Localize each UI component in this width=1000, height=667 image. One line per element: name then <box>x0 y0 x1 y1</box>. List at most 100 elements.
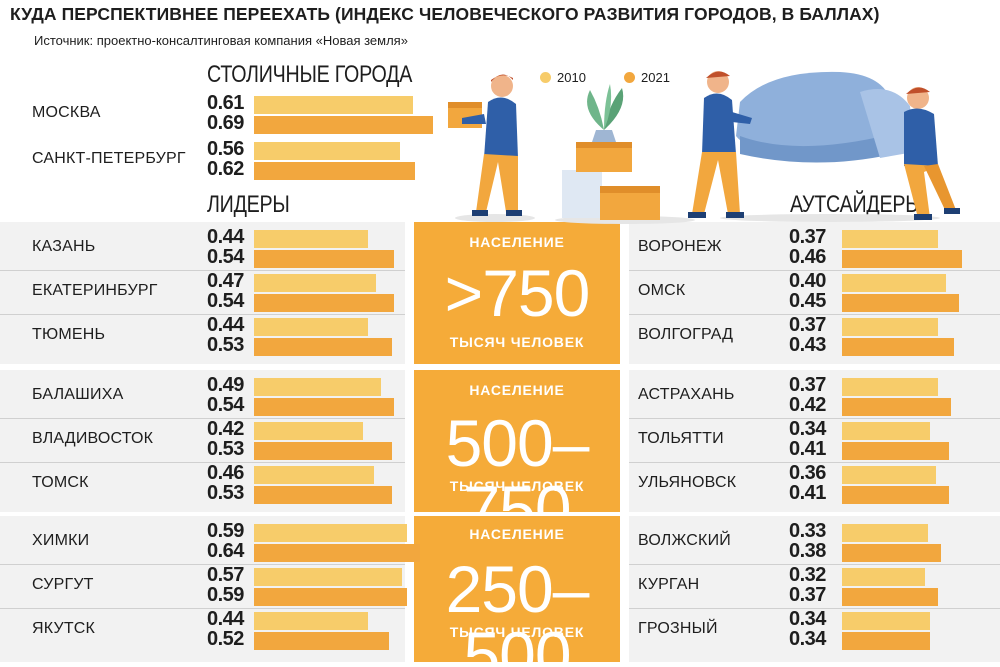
bar-2010 <box>842 568 925 586</box>
bar-2010 <box>842 612 930 630</box>
city-label-leader: ЯКУТСК <box>32 620 96 637</box>
chart-source: Источник: проектно-консалтинговая компан… <box>34 33 408 48</box>
value-label-2010: 0.47 <box>207 270 244 292</box>
city-label-capital: САНКТ-ПЕТЕРБУРГ <box>32 150 186 167</box>
value-label-2010: 0.46 <box>207 462 244 484</box>
bar-2010 <box>842 230 938 248</box>
row-divider <box>629 418 1000 419</box>
bar-2021 <box>254 398 394 416</box>
city-label-leader: ТОМСК <box>32 474 89 491</box>
city-label-outsider: АСТРАХАНЬ <box>638 386 735 403</box>
value-label-2021: 0.42 <box>789 394 826 416</box>
value-label-2010: 0.40 <box>789 270 826 292</box>
city-label-outsider: КУРГАН <box>638 576 700 593</box>
bar-2010 <box>842 378 938 396</box>
population-block-250-500: НАСЕЛЕНИЕ 250–500 ТЫСЯЧ ЧЕЛОВЕК <box>414 516 620 667</box>
value-label-2010: 0.59 <box>207 520 244 542</box>
bar-2021 <box>842 442 949 460</box>
population-caption-top: НАСЕЛЕНИЕ <box>469 526 565 542</box>
city-label-leader: ТЮМЕНЬ <box>32 326 106 343</box>
value-label-2021: 0.53 <box>207 438 244 460</box>
bar-2021 <box>842 338 954 356</box>
value-label-2010: 0.33 <box>789 520 826 542</box>
outsiders-panel-group-3 <box>629 516 1000 662</box>
bar-2010 <box>254 142 400 160</box>
value-label-2021: 0.59 <box>207 584 244 606</box>
value-label-2021: 0.46 <box>789 246 826 268</box>
bar-2021 <box>842 632 930 650</box>
value-label-2021: 0.62 <box>207 158 244 180</box>
city-label-leader: КАЗАНЬ <box>32 238 96 255</box>
chart-title: КУДА ПЕРСПЕКТИВНЕЕ ПЕРЕЕХАТЬ (ИНДЕКС ЧЕЛ… <box>10 4 880 24</box>
value-label-2010: 0.49 <box>207 374 244 396</box>
row-divider <box>0 270 405 271</box>
city-label-outsider: ВОЛЖСКИЙ <box>638 532 731 549</box>
row-divider <box>0 314 405 315</box>
value-label-2021: 0.54 <box>207 394 244 416</box>
value-label-2010: 0.34 <box>789 608 826 630</box>
bar-2021 <box>842 544 941 562</box>
value-label-2021: 0.54 <box>207 290 244 312</box>
population-caption-bottom: ТЫСЯЧ ЧЕЛОВЕК <box>449 624 585 640</box>
value-label-2021: 0.38 <box>789 540 826 562</box>
city-label-leader: БАЛАШИХА <box>32 386 124 403</box>
value-label-2021: 0.41 <box>789 438 826 460</box>
city-label-outsider: УЛЬЯНОВСК <box>638 474 737 491</box>
city-label-leader: ЕКАТЕРИНБУРГ <box>32 282 158 299</box>
bar-2010 <box>254 96 413 114</box>
population-block-over-750: НАСЕЛЕНИЕ >750 ТЫСЯЧ ЧЕЛОВЕК <box>414 222 620 364</box>
bar-2021 <box>254 486 392 504</box>
value-label-2021: 0.53 <box>207 334 244 356</box>
section-title-leaders: ЛИДЕРЫ <box>207 191 290 218</box>
value-label-2010: 0.37 <box>789 374 826 396</box>
bar-2010 <box>254 422 363 440</box>
legend-swatch-2010 <box>540 72 551 83</box>
population-caption-top: НАСЕЛЕНИЕ <box>469 382 565 398</box>
bar-2021 <box>842 294 959 312</box>
bar-2021 <box>254 162 415 180</box>
bar-2021 <box>842 250 962 268</box>
city-label-outsider: ГРОЗНЫЙ <box>638 620 718 637</box>
row-divider <box>629 608 1000 609</box>
bar-2021 <box>842 398 951 416</box>
bar-2010 <box>254 612 368 630</box>
value-label-2010: 0.57 <box>207 564 244 586</box>
bar-2021 <box>254 116 433 134</box>
bar-2021 <box>254 588 407 606</box>
bar-2010 <box>842 466 936 484</box>
value-label-2010: 0.44 <box>207 314 244 336</box>
legend-item-2010: 2010 <box>540 70 586 85</box>
population-caption-top: НАСЕЛЕНИЕ <box>469 234 565 250</box>
row-divider <box>629 270 1000 271</box>
value-label-2010: 0.61 <box>207 92 244 114</box>
population-caption-bottom: ТЫСЯЧ ЧЕЛОВЕК <box>449 478 585 494</box>
value-label-2010: 0.37 <box>789 314 826 336</box>
value-label-2010: 0.42 <box>207 418 244 440</box>
value-label-2010: 0.44 <box>207 608 244 630</box>
legend-label-2010: 2010 <box>557 70 586 85</box>
section-title-outsiders: АУТСАЙДЕРЫ <box>790 191 923 218</box>
value-label-2021: 0.45 <box>789 290 826 312</box>
population-range: 250–500 <box>445 552 590 667</box>
bar-2010 <box>254 524 407 542</box>
value-label-2010: 0.34 <box>789 418 826 440</box>
row-divider <box>629 564 1000 565</box>
value-label-2021: 0.34 <box>789 628 826 650</box>
value-label-2021: 0.37 <box>789 584 826 606</box>
city-label-leader: ВЛАДИВОСТОК <box>32 430 154 447</box>
section-title-capitals: СТОЛИЧНЫЕ ГОРОДА <box>207 61 413 88</box>
bar-2010 <box>254 568 402 586</box>
value-label-2021: 0.52 <box>207 628 244 650</box>
value-label-2021: 0.53 <box>207 482 244 504</box>
city-label-outsider: ВОРОНЕЖ <box>638 238 722 255</box>
population-caption-bottom: ТЫСЯЧ ЧЕЛОВЕК <box>449 334 585 350</box>
value-label-2021: 0.54 <box>207 246 244 268</box>
movers-illustration <box>448 71 960 224</box>
value-label-2010: 0.37 <box>789 226 826 248</box>
value-label-2021: 0.43 <box>789 334 826 356</box>
bar-2021 <box>254 250 394 268</box>
value-label-2021: 0.64 <box>207 540 244 562</box>
value-label-2010: 0.56 <box>207 138 244 160</box>
row-divider <box>0 608 405 609</box>
bar-2021 <box>254 544 420 562</box>
